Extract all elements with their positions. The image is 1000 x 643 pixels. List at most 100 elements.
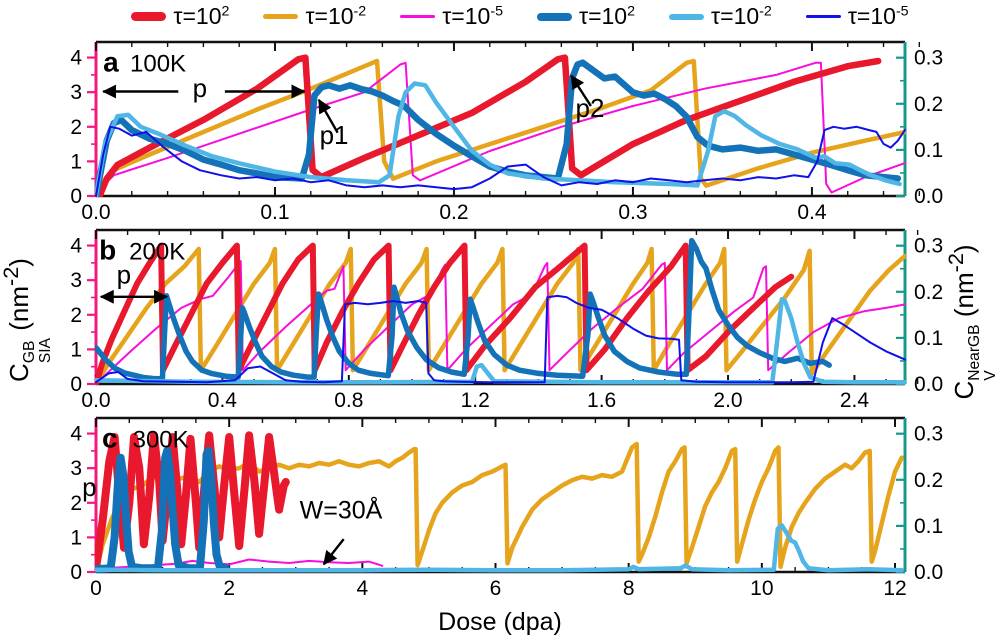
- xtick-label: 0.2: [439, 201, 468, 224]
- ytick-left-label: 4: [70, 47, 82, 70]
- ytick-right-label: 0.0: [914, 185, 943, 208]
- xtick-label: 0.0: [81, 201, 110, 224]
- legend-item-1: τ=102: [131, 3, 229, 30]
- legend-item-2: τ=10-2: [263, 3, 366, 30]
- annotation-p: p: [82, 472, 96, 502]
- series-royal-vac-tau-1e-5: [95, 125, 906, 197]
- series-light-vac-tau-1e-2: [95, 523, 904, 573]
- annotation-300K: 300K: [133, 426, 189, 453]
- xtick-label: 0.4: [208, 389, 238, 412]
- ytick-left-label: 1: [70, 526, 82, 549]
- right-label-unit: (nm: [948, 272, 979, 318]
- ytick-left-label: 4: [70, 235, 82, 258]
- xtick-label: 1.2: [461, 389, 490, 412]
- series-royal-vac-tau-1e-5: [95, 294, 906, 384]
- legend-label: τ=10-2: [711, 3, 772, 29]
- xtick-label: 1.6: [587, 389, 616, 412]
- legend-item-6: τ=10-5: [805, 3, 909, 30]
- right-label-sub: V: [981, 370, 999, 381]
- annotation-p: p: [117, 260, 131, 290]
- xtick-label: 8: [623, 577, 635, 600]
- left-label-sup: GB: [21, 340, 39, 364]
- legend-label: τ=10-2: [305, 3, 367, 29]
- ytick-right-label: 0.2: [914, 281, 943, 304]
- ytick-right-label: 0.0: [914, 373, 943, 396]
- ytick-left-label: 0: [70, 561, 82, 584]
- legend-label: τ=102: [579, 3, 636, 29]
- legend-item-5: τ=10-2: [669, 3, 772, 30]
- xtick-label: 2: [223, 577, 235, 600]
- ytick-left-label: 3: [70, 457, 82, 480]
- annotation-arrow: [570, 74, 592, 107]
- x-axis-label: Dose (dpa): [438, 608, 562, 636]
- ytick-right-label: 0.1: [914, 327, 943, 350]
- xtick-label: 12: [883, 577, 906, 600]
- left-label-sub: SIA: [36, 338, 54, 364]
- xtick-label: 0: [90, 577, 102, 600]
- ytick-left-label: 1: [70, 338, 82, 361]
- left-label-unit-exp: -2: [0, 266, 24, 286]
- ytick-left-label: 4: [70, 423, 82, 446]
- annotation-c: c: [102, 422, 118, 453]
- annotation-100K: 100K: [130, 50, 186, 77]
- right-label-sup: NearGB: [966, 324, 984, 381]
- left-axis-label: C GB SIA (nm-2): [0, 258, 54, 382]
- series-light-vac-tau-1e-2: [95, 81, 902, 197]
- annotation-W=30Å: W=30Å: [300, 494, 383, 524]
- legend-line-swatch: [131, 12, 167, 21]
- series-gold-sia-tau-1e-2: [95, 58, 906, 197]
- legend-label: τ=10-5: [847, 3, 909, 29]
- xtick-label: 0.3: [618, 201, 647, 224]
- legend-label: τ=10-5: [442, 3, 503, 29]
- xtick-label: 2.0: [713, 389, 742, 412]
- annotation-p: p: [193, 73, 207, 103]
- legend-line-swatch: [400, 15, 436, 18]
- legend-line-swatch: [805, 15, 841, 18]
- ytick-left-label: 3: [70, 269, 82, 292]
- ytick-left-label: 3: [70, 81, 82, 104]
- ytick-right-label: 0.3: [914, 235, 943, 258]
- panel-b: 0.0 0.4 0.8 1.2 1.6 2.0 2.4 0 1 2 3 4 0.0 0.1 0.2 0.3 b 2…: [70, 228, 943, 412]
- ytick-right-label: 0.2: [914, 469, 943, 492]
- ytick-right-label: 0.1: [914, 139, 943, 162]
- annotation-b: b: [99, 234, 116, 265]
- ytick-right-label: 0.2: [914, 93, 943, 116]
- ytick-right-label: 0.3: [914, 423, 943, 446]
- xtick-label: 0.8: [334, 389, 363, 412]
- legend-item-3: τ=10-5: [400, 3, 503, 30]
- series-magenta-sia-tau-1e-5: [95, 61, 906, 197]
- xtick-label: 0.4: [797, 201, 827, 224]
- series-steel-vac-tau-1e2: [95, 237, 832, 382]
- ytick-left-label: 2: [70, 304, 82, 327]
- xtick-label: 0.1: [260, 201, 289, 224]
- left-label-unit: (nm: [3, 286, 34, 331]
- xtick-label: 4: [356, 577, 368, 600]
- ytick-right-label: 0.3: [914, 47, 943, 70]
- legend-line-swatch: [537, 12, 572, 21]
- xtick-label: 0.0: [81, 389, 110, 412]
- series-steel-vac-tau-1e2: [95, 446, 230, 573]
- left-label-base: C: [3, 363, 34, 382]
- xtick-label: 10: [750, 577, 773, 600]
- legend-item-4: τ=102: [537, 3, 635, 30]
- legend: τ=102 τ=10-2 τ=10-5 τ=102 τ=10-2 τ=10-5: [80, 3, 960, 30]
- right-axis-label: C NearGB V (nm-2): [943, 244, 999, 400]
- right-label-unit-exp: -2: [943, 253, 969, 273]
- legend-line-swatch: [263, 14, 299, 19]
- legend-label: τ=102: [173, 3, 230, 29]
- right-label-base: C: [948, 380, 979, 400]
- annotation-p2: p2: [576, 93, 605, 123]
- xtick-label: 2.4: [840, 389, 870, 412]
- annotation-arrow: [322, 538, 345, 566]
- legend-line-swatch: [669, 13, 705, 20]
- xtick-label: 6: [490, 577, 502, 600]
- series-magenta-sia-tau-1e-5: [95, 260, 906, 385]
- annotation-200K: 200K: [129, 238, 185, 265]
- series-gold-sia-tau-1e-2: [95, 246, 906, 385]
- annotation-arrow: [317, 98, 339, 134]
- series-red-sia-tau-1e2: [95, 431, 290, 573]
